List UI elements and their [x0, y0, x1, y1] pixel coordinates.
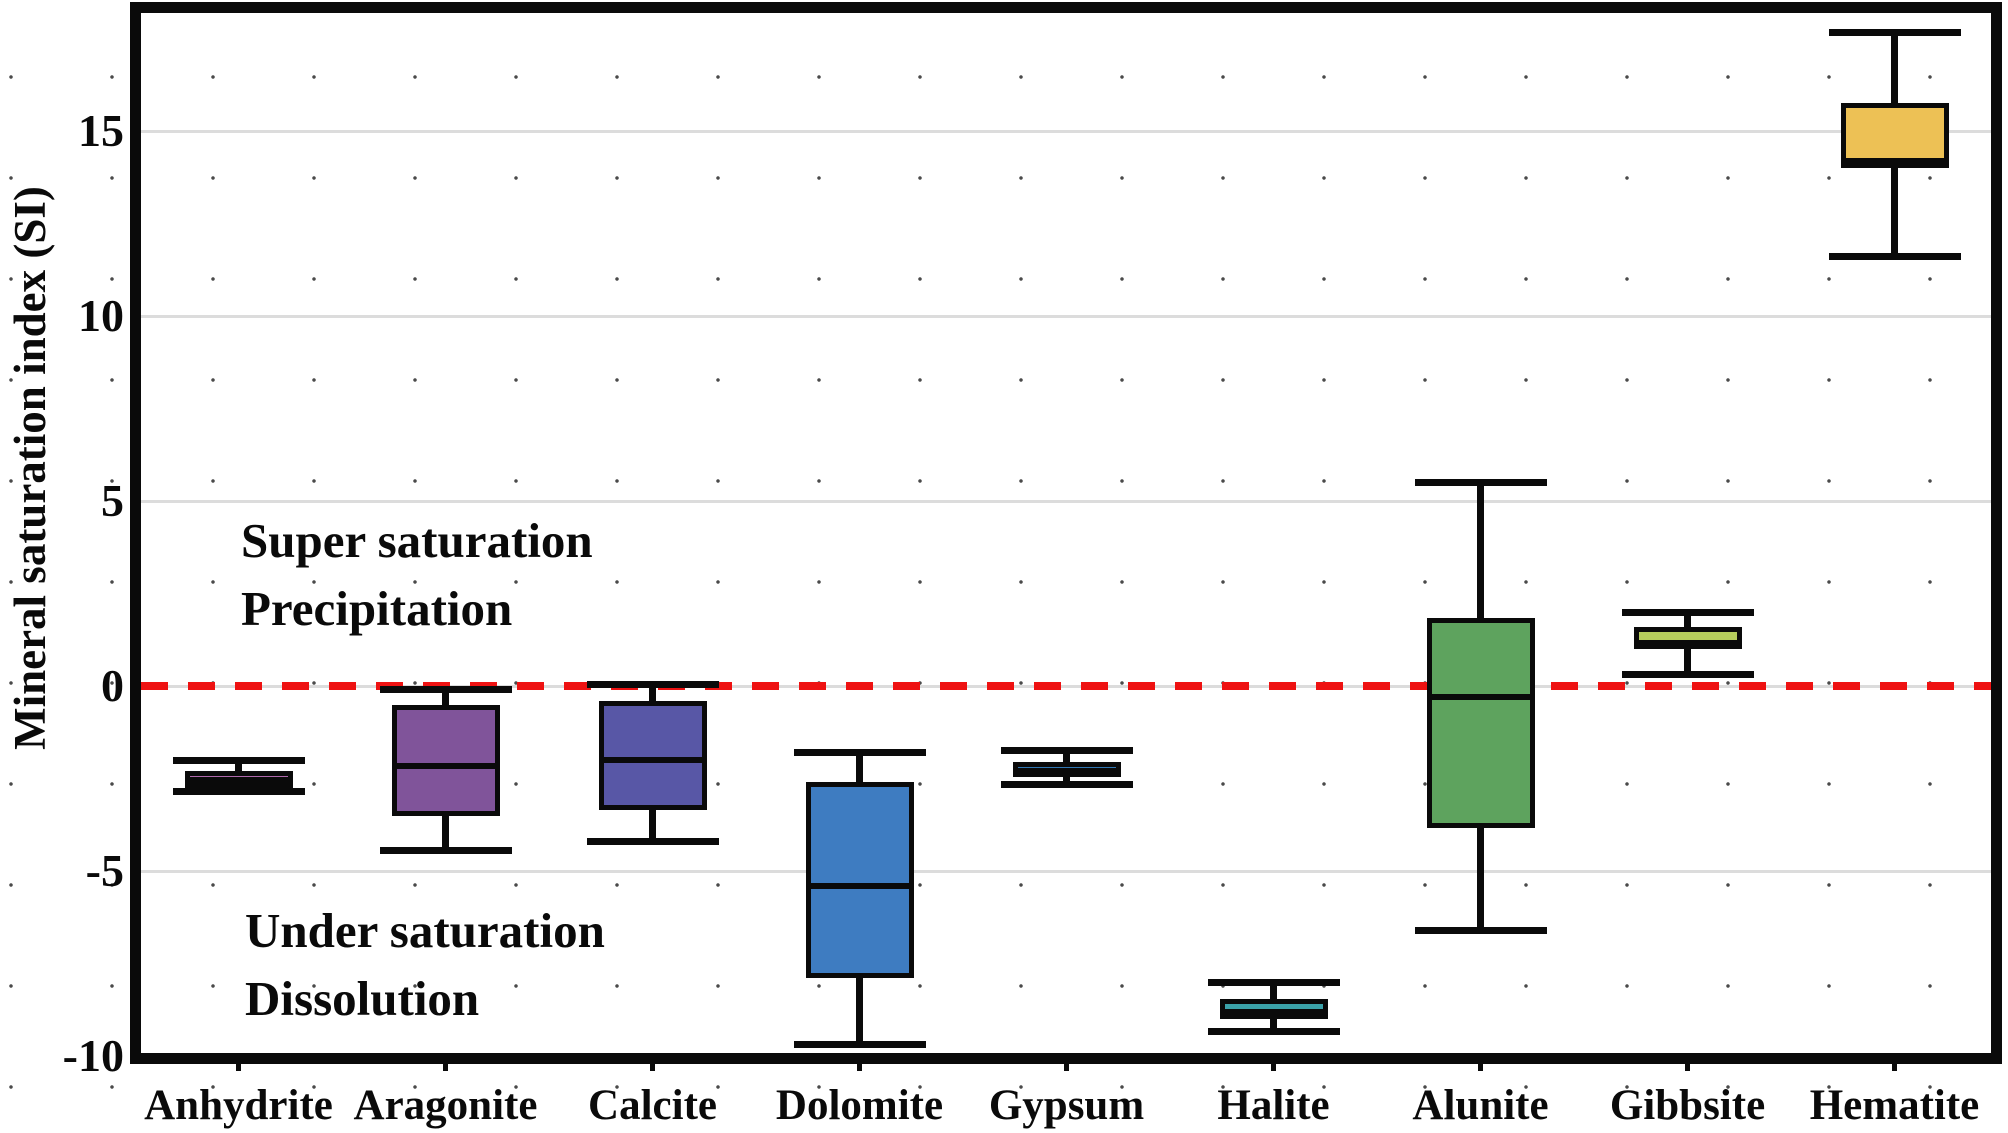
annotation-supersaturation-line1: Super saturation — [241, 513, 593, 568]
box-hematite — [1840, 103, 1949, 168]
x-label-hematite: Hematite — [1809, 1082, 1980, 1129]
annotation-supersaturation: Super saturation Precipitation — [241, 507, 593, 643]
annotation-undersaturation: Under saturation Dissolution — [245, 897, 605, 1033]
median-dolomite — [805, 882, 914, 889]
y-tick--5: -5 — [85, 845, 124, 896]
y-axis-title: Mineral saturation index (SI) — [5, 186, 55, 750]
box-aragonite — [391, 704, 500, 816]
median-alunite — [1426, 694, 1535, 701]
x-label-halite: Halite — [1217, 1082, 1330, 1129]
gridline-15 — [141, 129, 1991, 133]
gridline--5 — [141, 869, 1991, 873]
box-dolomite — [805, 782, 914, 979]
whisker-cap-top-calcite — [586, 680, 719, 688]
whisker-cap-bottom-halite — [1207, 1028, 1340, 1036]
annotation-undersaturation-line1: Under saturation — [245, 903, 605, 958]
median-halite — [1219, 1008, 1328, 1015]
box-calcite — [598, 700, 707, 810]
whisker-cap-top-hematite — [1828, 29, 1961, 37]
y-tick-10: 10 — [78, 290, 124, 341]
whisker-cap-bottom-gibbsite — [1621, 671, 1754, 679]
whisker-cap-bottom-anhydrite — [172, 787, 305, 795]
whisker-cap-top-halite — [1207, 978, 1340, 986]
whisker-cap-bottom-dolomite — [793, 1041, 926, 1049]
median-gibbsite — [1633, 640, 1742, 647]
median-anhydrite — [184, 777, 293, 784]
whisker-cap-bottom-aragonite — [379, 847, 512, 855]
whisker-cap-top-gibbsite — [1621, 608, 1754, 616]
y-tick--10: -10 — [62, 1030, 124, 1081]
x-tick-mark-dolomite — [857, 1053, 862, 1071]
y-tick-15: 15 — [78, 105, 124, 156]
x-tick-mark-halite — [1271, 1053, 1276, 1071]
median-hematite — [1840, 157, 1949, 164]
annotation-undersaturation-line2: Dissolution — [245, 971, 480, 1026]
gridline-5 — [141, 499, 1991, 503]
plot-area: Super saturation Precipitation Under sat… — [141, 13, 1991, 1053]
whisker-cap-top-dolomite — [793, 749, 926, 757]
whisker-cap-top-anhydrite — [172, 756, 305, 764]
box-alunite — [1426, 617, 1535, 829]
x-tick-mark-alunite — [1478, 1053, 1483, 1071]
whisker-cap-top-aragonite — [379, 686, 512, 694]
x-tick-mark-anhydrite — [236, 1053, 241, 1071]
median-gypsum — [1012, 768, 1121, 775]
median-calcite — [598, 757, 707, 763]
y-tick-0: 0 — [101, 660, 124, 711]
whisker-cap-bottom-alunite — [1414, 926, 1547, 934]
x-label-gypsum: Gypsum — [988, 1082, 1145, 1129]
x-label-gibbsite: Gibbsite — [1609, 1082, 1766, 1129]
x-tick-mark-aragonite — [443, 1053, 448, 1071]
gridline-10 — [141, 314, 1991, 318]
whisker-cap-bottom-calcite — [586, 837, 719, 845]
x-label-alunite: Alunite — [1412, 1082, 1549, 1129]
x-tick-mark-hematite — [1892, 1053, 1897, 1071]
x-label-aragonite: Aragonite — [353, 1082, 538, 1129]
whisker-cap-top-gypsum — [1000, 747, 1133, 755]
zero-reference-line — [141, 682, 1991, 690]
whisker-cap-bottom-gypsum — [1000, 780, 1133, 788]
annotation-supersaturation-line2: Precipitation — [241, 581, 513, 636]
median-aragonite — [391, 762, 500, 769]
x-tick-mark-gibbsite — [1685, 1053, 1690, 1071]
y-tick-5: 5 — [101, 475, 124, 526]
x-label-calcite: Calcite — [588, 1082, 717, 1129]
whisker-cap-top-alunite — [1414, 479, 1547, 486]
whisker-cap-bottom-hematite — [1828, 253, 1961, 261]
x-label-anhydrite: Anhydrite — [144, 1082, 333, 1129]
x-tick-mark-gypsum — [1064, 1053, 1069, 1071]
x-label-dolomite: Dolomite — [775, 1082, 944, 1129]
x-tick-mark-calcite — [650, 1053, 655, 1071]
